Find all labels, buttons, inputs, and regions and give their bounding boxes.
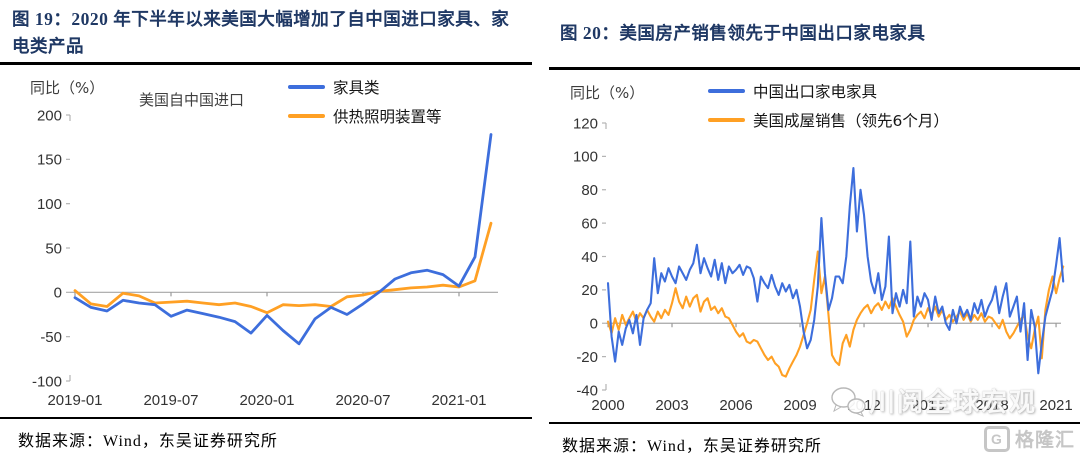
series-line-1 bbox=[606, 250, 1065, 378]
figure-19-caption: 图 19：2020 年下半年以来美国大幅增加了自中国进口家具、家电类产品 bbox=[12, 9, 510, 57]
x-tick-label: 2006 bbox=[719, 397, 752, 414]
x-tick-label: 2021 bbox=[1039, 397, 1072, 414]
y-tick-label: 200 bbox=[37, 107, 62, 124]
x-tick-label: 2019-01 bbox=[47, 392, 102, 409]
y-tick-label: 50 bbox=[45, 240, 62, 257]
legend-label: 家具类 bbox=[333, 79, 380, 97]
y-tick-label: 80 bbox=[581, 182, 598, 199]
series-line-1 bbox=[73, 221, 493, 315]
y-tick-label: -50 bbox=[40, 329, 62, 346]
y-tick-label: -100 bbox=[32, 373, 62, 390]
legend-item: 家具类 bbox=[288, 76, 442, 98]
y-tick-label: 120 bbox=[573, 115, 598, 132]
figure-19-chart: 同比（%） 美国自中国进口 家具类 供热照明装置等 200 150 100 50 0 -5… bbox=[0, 65, 540, 417]
y-tick-label: -40 bbox=[576, 382, 598, 399]
series-line-swatch bbox=[708, 118, 745, 122]
x-tick-label: 2018 bbox=[975, 397, 1008, 414]
x-tick-label: 2015 bbox=[911, 397, 944, 414]
x-tick-label: 2009 bbox=[783, 397, 816, 414]
legend-label: 供热照明装置等 bbox=[333, 108, 442, 126]
figure-20-caption: 图 20：美国房产销售领先于中国出口家电家具 bbox=[560, 23, 926, 43]
data-source: 数据来源：Wind，东吴证券研究所 bbox=[18, 433, 278, 450]
x-tick-label: 2020-01 bbox=[239, 392, 294, 409]
y-tick-label: 150 bbox=[37, 152, 62, 169]
figure-20-chart: 同比（%） 中国出口家电家具 美国成屋销售（领先6个月） 120 100 80 60 4… bbox=[540, 70, 1080, 422]
wechat-bubbles-icon bbox=[831, 386, 866, 417]
gelonghui-g-icon: G bbox=[983, 425, 1010, 452]
legend-label: 中国出口家电家具 bbox=[753, 83, 878, 101]
series-line-swatch bbox=[288, 85, 325, 89]
legend: 中国出口家电家具 美国成屋销售（领先6个月） bbox=[708, 80, 949, 131]
x-tick-label: 2000 bbox=[591, 397, 624, 414]
gelonghui-logo: G 格隆汇 bbox=[983, 425, 1075, 452]
y-tick-label: 100 bbox=[573, 149, 598, 166]
chart-inner-title: 美国自中国进口 bbox=[139, 91, 245, 109]
y-tick-label: 0 bbox=[590, 316, 598, 333]
y-tick-label: 20 bbox=[581, 282, 598, 299]
legend-item: 美国成屋销售（领先6个月） bbox=[708, 109, 949, 131]
legend-item: 供热照明装置等 bbox=[288, 105, 442, 127]
series-line-0 bbox=[73, 133, 493, 346]
source-divider bbox=[0, 417, 532, 419]
x-tick-label: 2003 bbox=[655, 397, 688, 414]
y-axis-unit-label: 同比（%） bbox=[30, 79, 105, 97]
series-line-0 bbox=[606, 167, 1065, 375]
series-line-swatch bbox=[708, 89, 745, 93]
caption-divider bbox=[0, 62, 532, 65]
watermark-text: 川阅全球宏观 bbox=[869, 388, 1038, 418]
source-divider bbox=[549, 422, 1080, 424]
x-tick-label: 2019-07 bbox=[143, 392, 198, 409]
legend: 家具类 供热照明装置等 bbox=[288, 76, 442, 127]
series-line-swatch bbox=[288, 114, 325, 118]
y-tick-label: 0 bbox=[54, 285, 62, 302]
legend-item: 中国出口家电家具 bbox=[708, 80, 949, 102]
y-tick-label: 60 bbox=[581, 215, 598, 232]
y-tick-label: 100 bbox=[37, 196, 62, 213]
figure-20-panel: 图 20：美国房产销售领先于中国出口家电家具 同比（%） 中国出口家电家具 美国… bbox=[540, 0, 1080, 456]
figure-19-panel: 图 19：2020 年下半年以来美国大幅增加了自中国进口家具、家电类产品 同比（… bbox=[0, 9, 540, 450]
y-axis-unit-label: 同比（%） bbox=[570, 84, 645, 102]
y-tick-label: -20 bbox=[576, 349, 598, 366]
x-tick-label: 2021-01 bbox=[431, 392, 486, 409]
caption-divider bbox=[549, 67, 1080, 70]
y-tick-label: 40 bbox=[581, 249, 598, 266]
watermark-chuanyue-global-macro: 川阅全球宏观 bbox=[830, 382, 1037, 419]
x-tick-label: 2020-07 bbox=[335, 392, 390, 409]
legend-label: 美国成屋销售（领先6个月） bbox=[753, 112, 949, 130]
gelonghui-logo-text: 格隆汇 bbox=[1014, 429, 1075, 451]
data-source: 数据来源：Wind，东吴证券研究所 bbox=[562, 438, 822, 455]
line-chart-us-imports-from-china: 200 150 100 50 0 -50 -100 2019-01 2019-07 2020-01… bbox=[32, 107, 498, 409]
